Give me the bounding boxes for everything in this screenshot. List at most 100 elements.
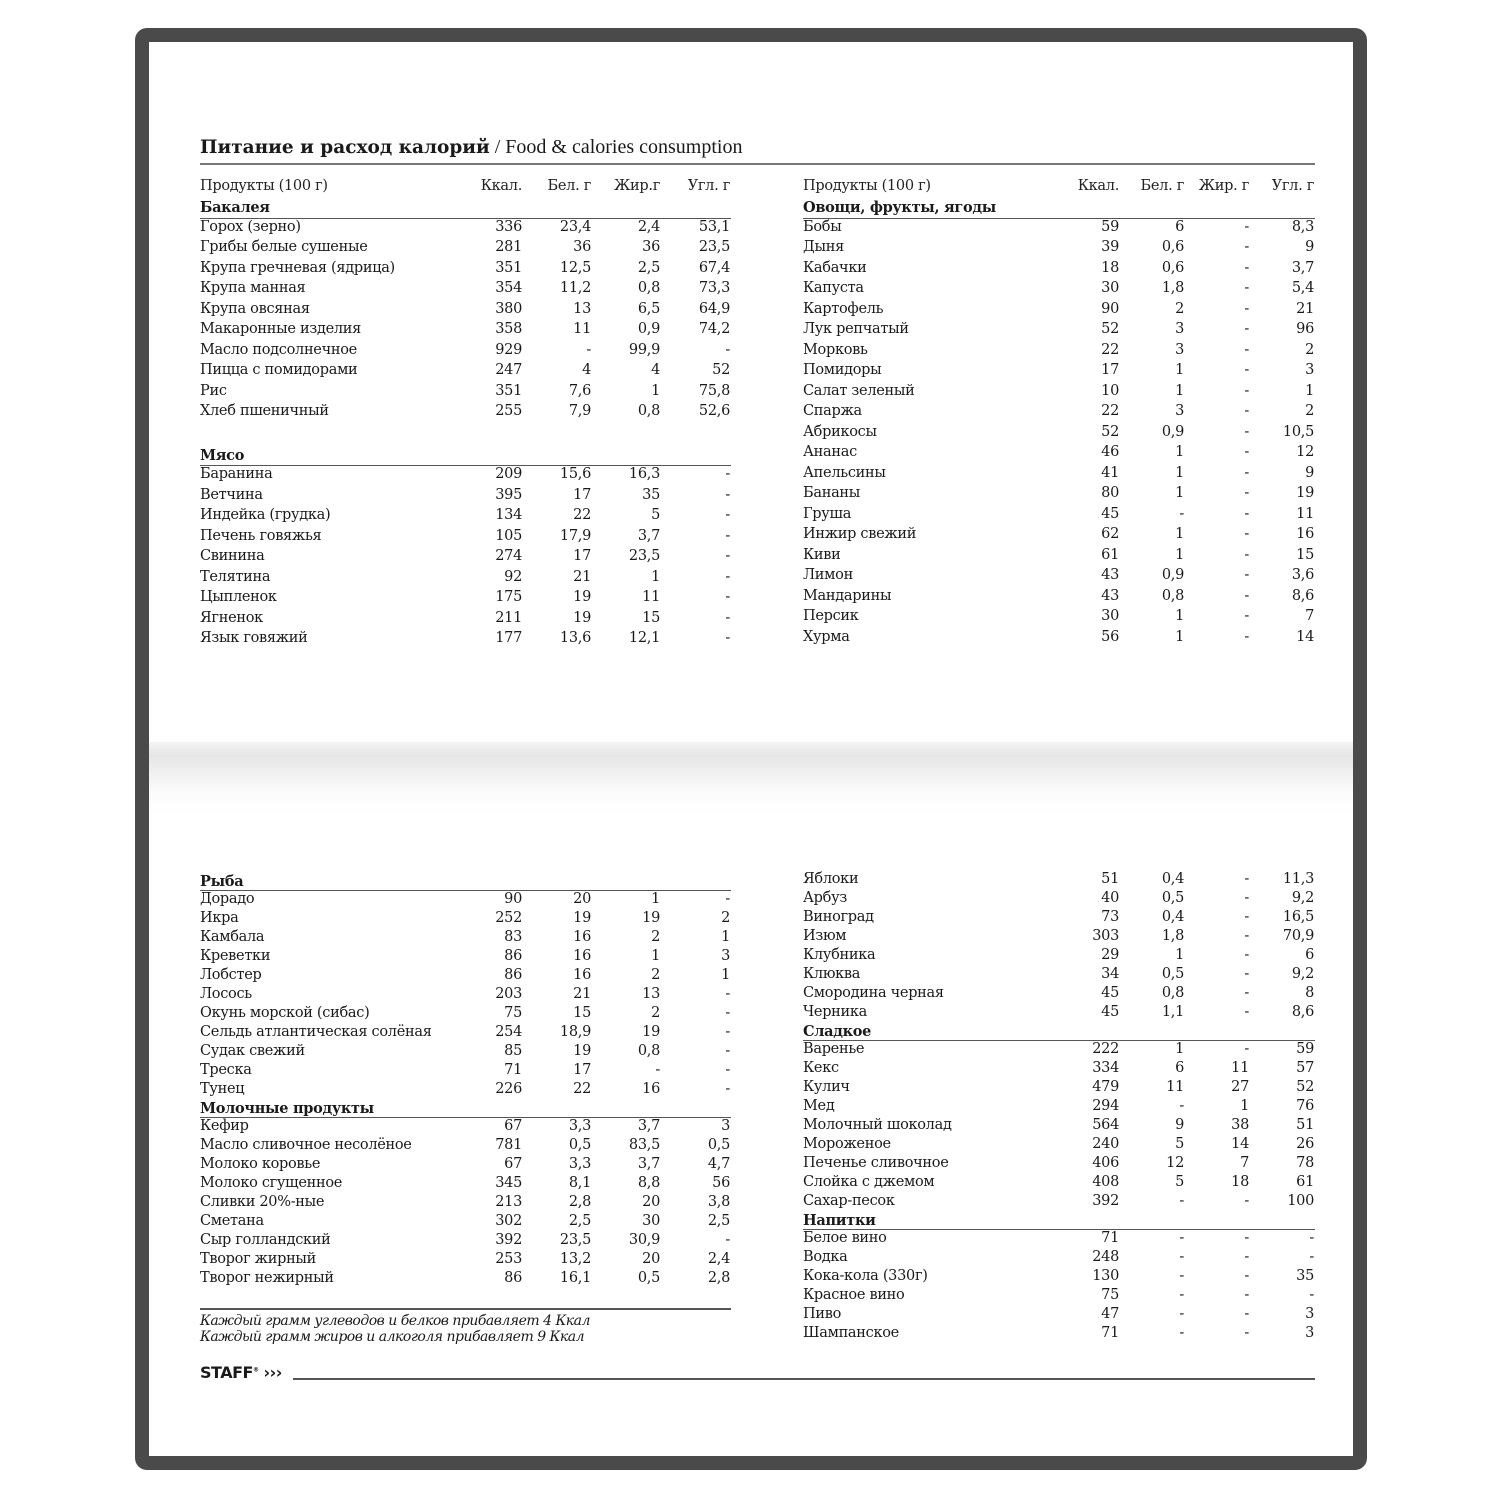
- carbs-value: 10,5: [1282, 423, 1314, 440]
- product-name: Смородина черная: [803, 985, 944, 1001]
- product-name: Морковь: [803, 341, 868, 358]
- table-row: Груша 45 - - 11: [803, 506, 1315, 527]
- protein-value: 11: [573, 321, 591, 337]
- carbs-value: 8,6: [1291, 1004, 1314, 1020]
- product-name: Лук репчатый: [803, 321, 909, 337]
- product-name: Арбуз: [803, 890, 847, 906]
- carbs-value: 76: [1296, 1098, 1314, 1114]
- product-name: Варенье: [803, 1041, 865, 1057]
- fat-value: -: [1244, 928, 1249, 944]
- product-name: Инжир свежий: [803, 526, 917, 542]
- fat-value: 20: [642, 1251, 660, 1267]
- fat-value: -: [1244, 485, 1249, 501]
- protein-value: 1,8: [1161, 280, 1184, 296]
- table-row: Окунь морской (сибас) 75 15 2 -: [200, 1005, 731, 1024]
- product-name: Сельдь атлантическая солёная: [200, 1024, 432, 1040]
- product-name: Изюм: [803, 928, 847, 944]
- section-heading: Сладкое: [803, 1023, 1315, 1041]
- carbs-value: 15: [1296, 546, 1314, 563]
- fat-value: -: [1244, 985, 1249, 1001]
- table-row: Свинина 274 17 23,5 -: [200, 548, 731, 569]
- protein-value: 23,5: [559, 1232, 591, 1248]
- product-name: Продукты (100 г): [200, 178, 328, 194]
- fat-value: -: [655, 1062, 660, 1078]
- fat-value: -: [1244, 1268, 1249, 1284]
- protein-value: 6: [1175, 218, 1184, 235]
- kcal-value: 86: [504, 948, 522, 964]
- logo-text: STAFF: [200, 1363, 253, 1382]
- protein-value: 3: [1175, 403, 1184, 419]
- protein-value: 17: [573, 1062, 591, 1078]
- fat-value: 15: [642, 609, 660, 626]
- product-name: Спаржа: [803, 403, 862, 419]
- table-row: Спаржа 22 3 - 2: [803, 403, 1315, 424]
- protein-value: 4: [582, 362, 591, 378]
- product-name: Масло подсолнечное: [200, 341, 357, 358]
- table-row: Варенье 222 1 - 59: [803, 1041, 1315, 1060]
- product-name: Лимон: [803, 567, 853, 583]
- fat-value: 0,8: [637, 1043, 660, 1059]
- carbs-value: 100: [1287, 1193, 1314, 1209]
- kcal-value: 17: [1101, 362, 1119, 378]
- protein-value: 22: [573, 1081, 591, 1097]
- section-heading: Напитки: [803, 1212, 1315, 1230]
- carbs-value: 16,5: [1282, 909, 1314, 925]
- product-name: Мед: [803, 1098, 835, 1114]
- carbs-value: 59: [1296, 1041, 1314, 1057]
- protein-value: 19: [573, 609, 591, 626]
- carbs-value: 5,4: [1291, 280, 1314, 296]
- kcal-value: 18: [1101, 259, 1119, 276]
- carbs-value: 51: [1296, 1117, 1314, 1133]
- table-row: Водка 248 - - -: [803, 1249, 1315, 1268]
- table-row: Кекс 334 6 11 57: [803, 1060, 1315, 1079]
- kcal-value: 56: [1101, 628, 1119, 645]
- carbs-value: -: [725, 986, 730, 1002]
- kcal-value: 22: [1101, 403, 1119, 419]
- kcal-value: 345: [495, 1175, 522, 1191]
- fat-value: 27: [1231, 1079, 1249, 1095]
- table-row: Инжир свежий 62 1 - 16: [803, 526, 1315, 547]
- kcal-value: 62: [1101, 526, 1119, 542]
- fat-value: -: [1244, 362, 1249, 378]
- table-row: Молочный шоколад 564 9 38 51: [803, 1117, 1315, 1136]
- product-name: Сливки 20%-ные: [200, 1194, 325, 1210]
- fat-value: 20: [642, 1194, 660, 1210]
- kcal-value: 52: [1101, 321, 1119, 337]
- protein-value: Бел. г: [1140, 178, 1185, 194]
- kcal-value: 211: [495, 609, 522, 626]
- kcal-value: 73: [1101, 909, 1119, 925]
- carbs-value: 73,3: [698, 280, 730, 296]
- protein-value: 0,8: [1161, 587, 1184, 604]
- kcal-value: 59: [1101, 218, 1119, 235]
- kcal-value: 351: [495, 259, 522, 276]
- protein-value: 0,8: [1161, 985, 1184, 1001]
- carbs-value: -: [725, 609, 730, 626]
- carbs-value: Угл. г: [687, 178, 731, 194]
- fat-value: -: [1244, 218, 1249, 235]
- product-name: Хлеб пшеничный: [200, 403, 329, 419]
- table-row: Бобы 59 6 - 8,3: [803, 219, 1315, 240]
- carbs-value: 23,5: [698, 239, 730, 255]
- protein-value: 9: [1175, 1117, 1184, 1133]
- fat-value: 19: [642, 910, 660, 926]
- carbs-value: 3: [1305, 1325, 1314, 1341]
- fat-value: 0,8: [637, 280, 660, 296]
- title-en: / Food & calories consumption: [494, 136, 743, 158]
- kcal-value: 10: [1101, 382, 1119, 399]
- product-name: Бобы: [803, 218, 842, 235]
- kcal-value: 39: [1101, 239, 1119, 255]
- kcal-value: 294: [1092, 1098, 1119, 1114]
- carbs-value: -: [725, 630, 730, 646]
- fat-value: -: [1244, 1306, 1249, 1322]
- kcal-value: 406: [1092, 1155, 1119, 1171]
- protein-value: -: [1179, 1230, 1184, 1246]
- protein-value: 15,6: [559, 466, 591, 482]
- table-row: Изюм 303 1,8 - 70,9: [803, 928, 1315, 947]
- fat-value: 1: [1240, 1098, 1249, 1114]
- protein-value: 16,1: [559, 1270, 591, 1286]
- carbs-value: 0,5: [707, 1137, 730, 1153]
- fat-value: 2,4: [637, 218, 660, 235]
- divider: [293, 1378, 1315, 1380]
- carbs-value: -: [725, 341, 730, 358]
- fat-value: 38: [1231, 1117, 1249, 1133]
